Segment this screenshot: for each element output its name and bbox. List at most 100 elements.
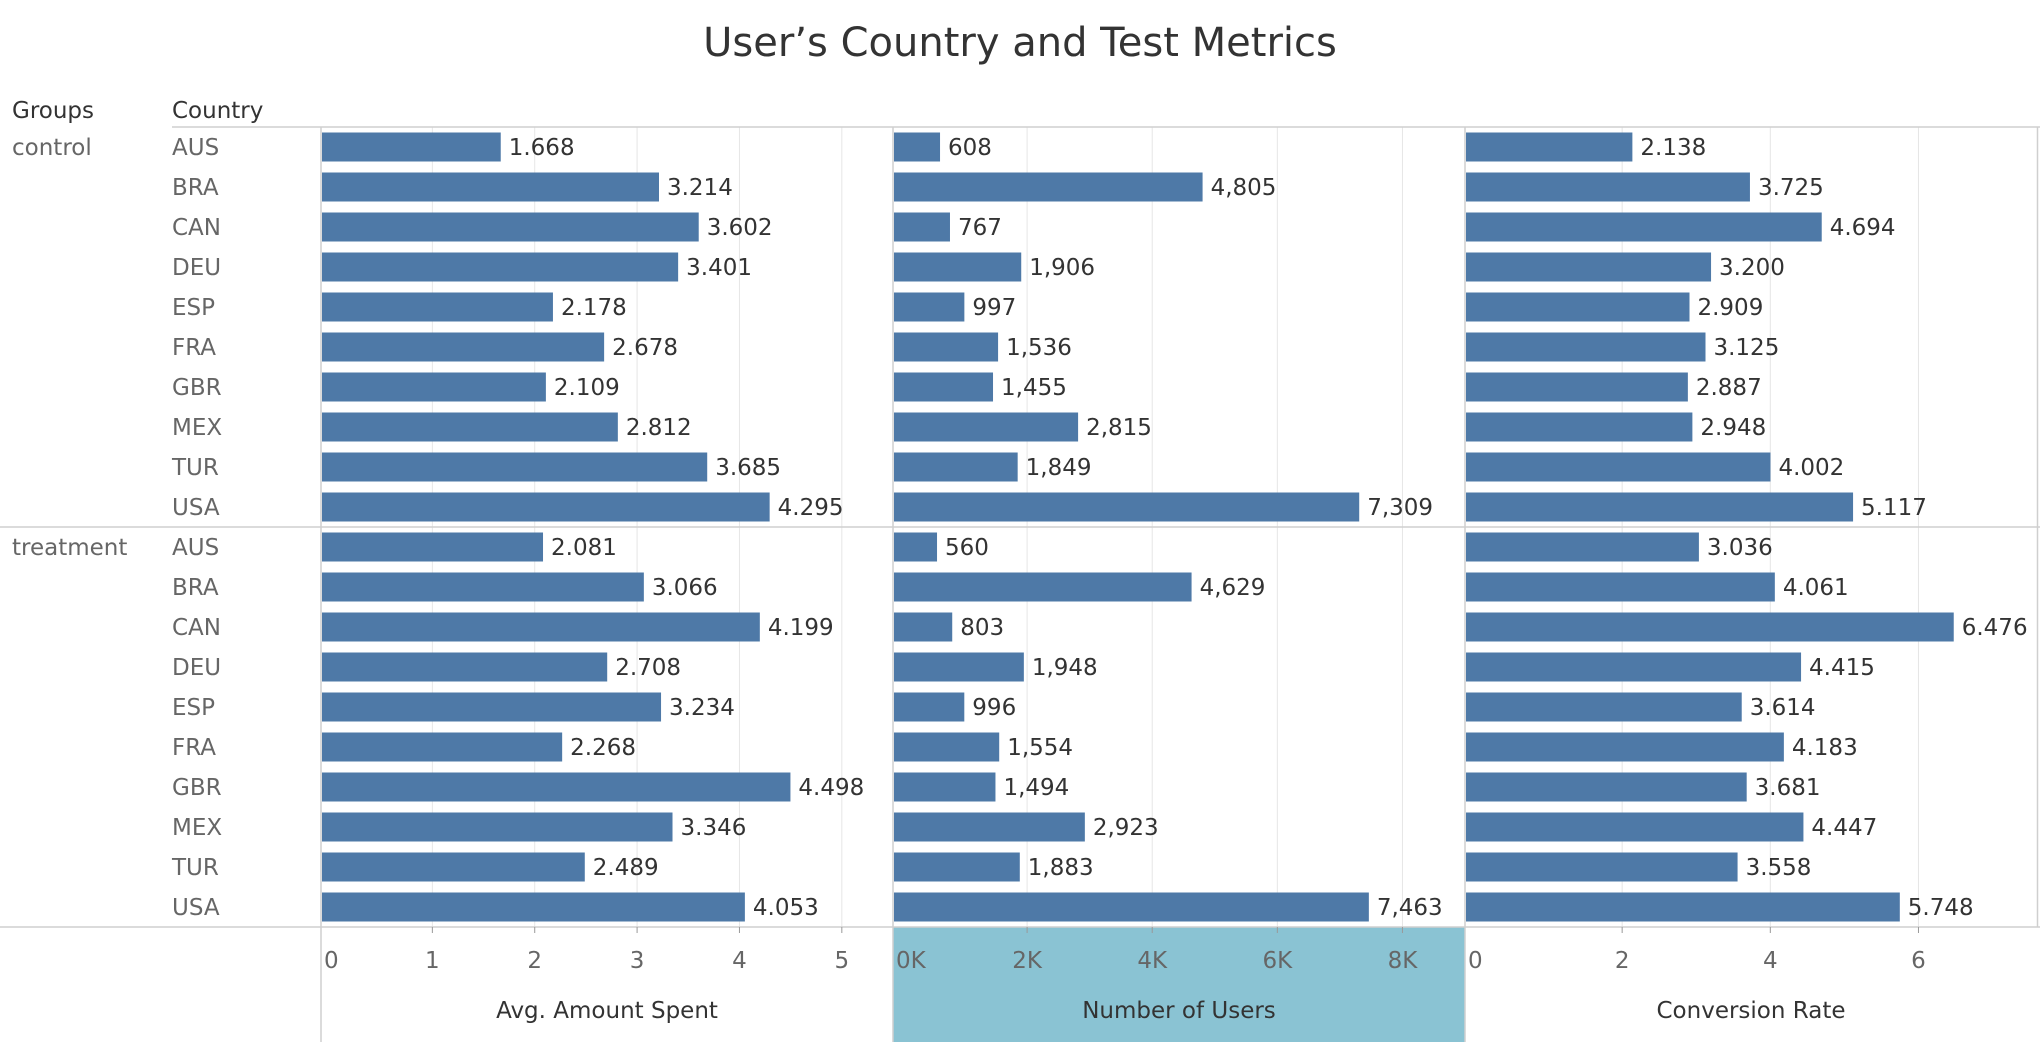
data-label: 2.109	[554, 375, 620, 401]
bar	[1466, 692, 1742, 722]
data-label: 7,309	[1367, 495, 1433, 521]
country-label: USA	[172, 895, 220, 921]
data-label: 4.053	[753, 895, 819, 921]
bar	[1466, 292, 1690, 322]
bar	[322, 852, 585, 882]
data-label: 4,629	[1200, 575, 1266, 601]
bar	[894, 132, 941, 162]
data-label: 6.476	[1962, 615, 2028, 641]
country-label: GBR	[172, 775, 222, 801]
data-label: 7,463	[1377, 895, 1443, 921]
country-label: AUS	[172, 535, 219, 561]
data-label: 803	[960, 615, 1004, 641]
data-label: 3.681	[1755, 775, 1821, 801]
country-label: MEX	[172, 415, 222, 441]
axis-tick-label: 4K	[1137, 948, 1168, 974]
bar	[894, 412, 1079, 442]
country-label: GBR	[172, 375, 222, 401]
data-label: 560	[945, 535, 989, 561]
data-label: 2.708	[615, 655, 681, 681]
bar	[894, 372, 994, 402]
bar	[1466, 252, 1712, 282]
data-label: 4.061	[1783, 575, 1849, 601]
bar	[322, 652, 608, 682]
bar	[894, 812, 1085, 842]
data-label: 2.678	[612, 335, 678, 361]
data-label: 1.668	[509, 135, 575, 161]
bar	[894, 572, 1192, 602]
data-label: 2,923	[1093, 815, 1159, 841]
data-label: 1,906	[1029, 255, 1095, 281]
data-label: 608	[948, 135, 992, 161]
data-label: 3.125	[1713, 335, 1779, 361]
group-label: treatment	[12, 535, 127, 561]
axis-tick-label: 0	[1468, 948, 1483, 974]
axis-tick-label: 0	[324, 948, 339, 974]
group-label: control	[12, 135, 92, 161]
bar	[894, 452, 1018, 482]
axis-title: Avg. Amount Spent	[496, 998, 718, 1024]
bar	[894, 732, 1000, 762]
bar	[894, 692, 965, 722]
bar	[322, 572, 644, 602]
data-label: 5.117	[1861, 495, 1927, 521]
data-label: 4.295	[778, 495, 844, 521]
data-label: 4.199	[768, 615, 834, 641]
bar	[1466, 612, 1954, 642]
bar	[1466, 492, 1854, 522]
country-label: AUS	[172, 135, 219, 161]
bar	[1466, 332, 1706, 362]
data-label: 3.214	[667, 175, 733, 201]
country-label: BRA	[172, 175, 219, 201]
data-label: 1,494	[1003, 775, 1069, 801]
bar	[322, 452, 708, 482]
bar	[322, 692, 662, 722]
data-label: 3.036	[1707, 535, 1773, 561]
data-label: 4.447	[1811, 815, 1877, 841]
country-label: FRA	[172, 735, 216, 761]
bar	[322, 772, 791, 802]
bar	[322, 732, 563, 762]
data-label: 3.234	[669, 695, 735, 721]
axis-tick-label: 3	[630, 948, 645, 974]
bar	[322, 492, 770, 522]
country-label: CAN	[172, 615, 221, 641]
data-label: 3.725	[1758, 175, 1824, 201]
country-label: TUR	[171, 855, 219, 881]
bar	[1466, 732, 1784, 762]
axis-tick-label: 6	[1911, 948, 1926, 974]
data-label: 2.138	[1640, 135, 1706, 161]
bar	[322, 892, 745, 922]
data-label: 1,948	[1032, 655, 1098, 681]
data-label: 3.602	[707, 215, 773, 241]
bar	[322, 612, 760, 642]
data-label: 3.346	[681, 815, 747, 841]
data-label: 2.887	[1696, 375, 1762, 401]
bar	[894, 532, 938, 562]
bar	[322, 332, 605, 362]
axis-tick-label: 2	[1615, 948, 1630, 974]
country-label: ESP	[172, 295, 215, 321]
country-header: Country	[172, 98, 263, 124]
groups-header: Groups	[12, 98, 94, 124]
bar	[1466, 652, 1802, 682]
data-label: 3.066	[652, 575, 718, 601]
bar	[894, 292, 965, 322]
bar	[1466, 572, 1775, 602]
chart-title: User’s Country and Test Metrics	[703, 20, 1337, 66]
bar	[1466, 412, 1693, 442]
bar	[322, 172, 659, 202]
data-label: 2.081	[551, 535, 617, 561]
data-label: 3.558	[1746, 855, 1812, 881]
bar	[1466, 532, 1699, 562]
data-label: 4,805	[1211, 175, 1277, 201]
axis-tick-label: 0K	[896, 948, 927, 974]
data-label: 2.489	[593, 855, 659, 881]
axis-tick-label: 2K	[1012, 948, 1043, 974]
data-label: 767	[958, 215, 1002, 241]
axis-tick-label: 4	[732, 948, 747, 974]
bar	[1466, 812, 1804, 842]
data-label: 1,883	[1028, 855, 1094, 881]
data-label: 2,815	[1086, 415, 1152, 441]
